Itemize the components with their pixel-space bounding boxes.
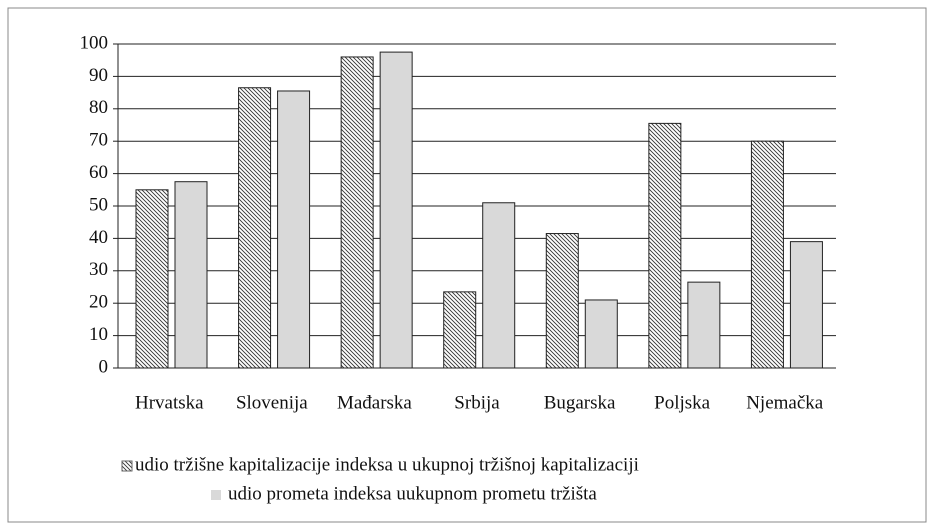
x-tick-label: Mađarska [337,392,412,413]
y-tick-label: 90 [89,65,108,86]
y-tick-label: 60 [89,162,108,183]
legend-label: udio tržišne kapitalizacije indeksa u uk… [135,454,639,475]
legend-swatch [211,490,221,500]
bar [545,233,579,369]
bar [135,189,169,369]
bar [379,51,413,369]
bar [584,299,618,369]
bar [340,56,374,369]
y-tick-label: 30 [89,259,108,280]
y-tick-label: 10 [89,324,108,345]
x-tick-label: Njemačka [746,392,824,413]
y-tick-label: 40 [89,227,108,248]
bar [482,202,516,369]
y-tick-label: 100 [80,32,109,53]
x-tick-label: Srbija [454,392,500,413]
bar [687,281,721,369]
x-tick-label: Slovenija [236,392,308,413]
y-tick-label: 50 [89,194,108,215]
bar [750,140,784,369]
bar [238,87,272,369]
bar [789,241,823,369]
y-tick-label: 0 [99,356,109,377]
bar [443,291,477,369]
x-tick-label: Poljska [654,392,711,413]
x-tick-label: Bugarska [544,392,616,413]
y-tick-label: 20 [89,292,108,313]
bar [648,122,682,369]
bar [277,90,311,369]
y-tick-label: 70 [89,130,108,151]
bar [174,181,208,369]
x-tick-label: Hrvatska [135,392,204,413]
legend-swatch [121,460,133,472]
y-tick-label: 80 [89,97,108,118]
legend-label: udio prometa indeksa uukupnom prometu tr… [228,483,597,504]
frame [7,7,927,523]
